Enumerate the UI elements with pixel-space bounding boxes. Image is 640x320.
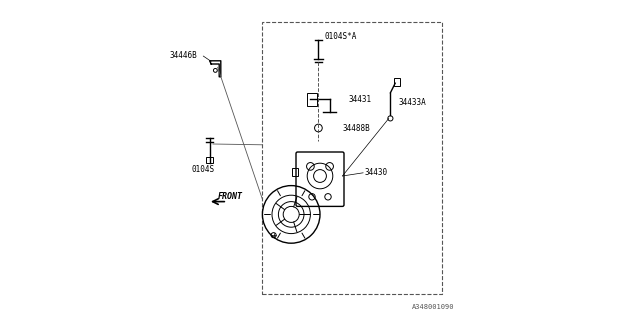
Text: 34431: 34431: [349, 95, 372, 104]
Text: 0104S*A: 0104S*A: [325, 32, 357, 41]
Bar: [307, 93, 317, 106]
Text: 0104S: 0104S: [192, 165, 215, 174]
Text: 34433A: 34433A: [398, 98, 426, 107]
FancyBboxPatch shape: [296, 152, 344, 206]
Bar: [262, 22, 442, 294]
Text: 34488B: 34488B: [342, 124, 370, 132]
Text: 34446B: 34446B: [170, 52, 197, 60]
Text: FRONT: FRONT: [218, 192, 243, 201]
Text: 34430: 34430: [365, 168, 388, 177]
Bar: [292, 168, 298, 176]
Text: A348001090: A348001090: [412, 304, 454, 310]
Bar: [394, 78, 400, 86]
Bar: [206, 157, 214, 163]
